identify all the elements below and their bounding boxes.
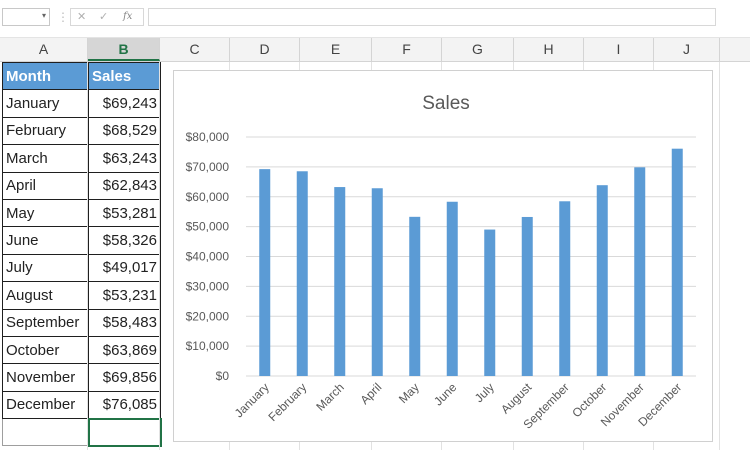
month-cell[interactable]: January	[2, 89, 89, 118]
column-header-j[interactable]: J	[654, 38, 720, 61]
y-tick-label: $0	[216, 369, 230, 383]
sales-chart[interactable]: Sales $0 $10,000 $20,000 $30,000 $40,000 $50,0…	[173, 70, 713, 442]
bar-november[interactable]	[634, 167, 646, 376]
insert-function-icon[interactable]: fx	[123, 11, 133, 22]
empty-cell[interactable]	[2, 418, 89, 447]
column-header-f[interactable]: F	[372, 38, 442, 61]
sales-cell[interactable]: $68,529	[88, 116, 161, 146]
y-tick-label: $60,000	[186, 190, 230, 204]
active-cell[interactable]	[87, 417, 162, 447]
column-header-h[interactable]: H	[514, 38, 584, 61]
column-header-e[interactable]: E	[300, 38, 372, 61]
sales-cell[interactable]: $76,085	[88, 390, 161, 420]
y-tick-label: $20,000	[186, 309, 230, 323]
month-cell[interactable]: August	[2, 281, 89, 310]
sales-cell[interactable]: $58,326	[88, 226, 161, 255]
sales-cell[interactable]: $62,843	[88, 171, 161, 200]
sales-cell[interactable]: $63,243	[88, 144, 161, 173]
sales-cell[interactable]: $53,281	[88, 198, 161, 228]
column-gridline	[159, 62, 160, 450]
month-cell[interactable]: March	[2, 144, 89, 173]
sales-cell[interactable]: $49,017	[88, 253, 161, 283]
x-tick-label: April	[357, 380, 384, 407]
bar-april[interactable]	[371, 188, 383, 376]
month-cell[interactable]: July	[2, 253, 89, 283]
bar-october[interactable]	[596, 185, 608, 376]
y-tick-label: $80,000	[186, 130, 230, 144]
x-tick-label: May	[396, 380, 422, 406]
table-row: August $53,231	[2, 281, 161, 310]
column-header-a[interactable]: A	[0, 38, 88, 61]
formula-bar-buttons: ✕ ✓ fx	[70, 8, 144, 26]
table-row: October $63,869	[2, 335, 161, 365]
month-cell[interactable]: May	[2, 198, 89, 228]
bar-january[interactable]	[259, 169, 271, 376]
table-row: July $49,017	[2, 253, 161, 283]
table-row: June $58,326	[2, 226, 161, 255]
y-tick-label: $10,000	[186, 339, 230, 353]
y-tick-label: $40,000	[186, 250, 230, 264]
month-cell[interactable]: June	[2, 226, 89, 255]
sales-cell[interactable]: $69,856	[88, 363, 161, 392]
chart-title[interactable]: Sales	[422, 93, 470, 114]
column-gridline	[87, 62, 88, 450]
table-row: April $62,843	[2, 171, 161, 200]
bar-september[interactable]	[559, 201, 571, 376]
table-row: March $63,243	[2, 144, 161, 173]
y-tick-label: $30,000	[186, 279, 230, 293]
sales-table: Month Sales January $69,243 February $68,52…	[2, 61, 162, 447]
table-row: May $53,281	[2, 198, 161, 228]
column-header-c[interactable]: C	[160, 38, 230, 61]
x-tick-label: July	[472, 380, 497, 405]
month-cell[interactable]: September	[2, 308, 89, 337]
sales-cell[interactable]: $58,483	[88, 308, 161, 337]
column-gridline	[719, 62, 720, 450]
x-tick-label: August	[498, 380, 535, 417]
header-cell-sales[interactable]: Sales	[88, 61, 161, 91]
table-row: December $76,085	[2, 390, 161, 420]
month-cell[interactable]: December	[2, 390, 89, 420]
sales-cell[interactable]: $63,869	[88, 335, 161, 365]
table-body: January $69,243 February $68,529 March $63,24…	[2, 89, 162, 447]
formula-input[interactable]	[148, 8, 716, 26]
x-tick-label: February	[266, 380, 310, 424]
sales-cell[interactable]: $69,243	[88, 89, 161, 118]
cancel-icon[interactable]: ✕	[77, 11, 87, 23]
sales-cell[interactable]: $53,231	[88, 281, 161, 310]
empty-row	[2, 417, 162, 447]
table-header-row: Month Sales	[2, 61, 161, 91]
chevron-down-icon[interactable]: ▾	[41, 11, 46, 20]
bar-july[interactable]	[484, 229, 496, 376]
bar-march[interactable]	[334, 187, 346, 376]
column-header-g[interactable]: G	[442, 38, 514, 61]
table-row: September $58,483	[2, 308, 161, 337]
column-header-i[interactable]: I	[584, 38, 654, 61]
bar-february[interactable]	[296, 171, 308, 376]
column-header-b[interactable]: B	[88, 38, 160, 61]
header-cell-month[interactable]: Month	[2, 61, 89, 91]
column-header-d[interactable]: D	[230, 38, 300, 61]
x-tick-label: June	[431, 380, 460, 409]
formula-bar-separator-icon: ⋮	[57, 10, 69, 24]
month-cell[interactable]: October	[2, 335, 89, 365]
bar-june[interactable]	[446, 201, 458, 376]
month-cell[interactable]: April	[2, 171, 89, 200]
name-box[interactable]: ▾	[2, 8, 50, 26]
month-cell[interactable]: February	[2, 116, 89, 146]
formula-bar: ▾ ⋮ ✕ ✓ fx	[0, 0, 750, 38]
y-tick-label: $70,000	[186, 160, 230, 174]
month-cell[interactable]: November	[2, 363, 89, 392]
x-tick-label: March	[313, 380, 346, 413]
table-row: November $69,856	[2, 363, 161, 392]
bar-august[interactable]	[521, 216, 533, 376]
chart-canvas: Sales $0 $10,000 $20,000 $30,000 $40,000 $50,0…	[186, 93, 696, 432]
worksheet-grid[interactable]: Month Sales January $69,243 February $68,52…	[0, 61, 750, 450]
table-row: January $69,243	[2, 89, 161, 118]
enter-icon[interactable]: ✓	[99, 11, 109, 23]
bar-may[interactable]	[409, 216, 421, 376]
bar-december[interactable]	[671, 148, 683, 376]
y-tick-label: $50,000	[186, 220, 230, 234]
table-row: February $68,529	[2, 116, 161, 146]
